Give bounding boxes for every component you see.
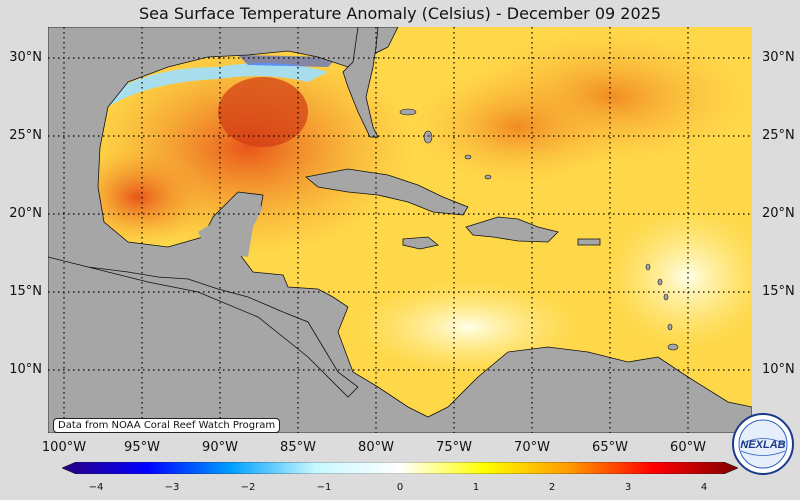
colorbar xyxy=(62,462,738,474)
lesser-antilles-island xyxy=(645,263,651,271)
lat-label-left: 15°N xyxy=(9,284,42,299)
lesser-antilles-island xyxy=(657,278,663,286)
lat-label-left: 25°N xyxy=(9,128,42,143)
lon-label: 70°W xyxy=(514,440,550,455)
lat-label-left: 10°N xyxy=(9,362,42,377)
map-title: Sea Surface Temperature Anomaly (Celsius… xyxy=(139,4,661,23)
lat-label-right: 30°N xyxy=(762,50,795,65)
colorbar-tick: 3 xyxy=(624,482,632,493)
andros-island xyxy=(423,130,433,144)
small-island xyxy=(484,174,492,180)
lon-label: 60°W xyxy=(670,440,706,455)
lon-label: 65°W xyxy=(592,440,628,455)
jamaica xyxy=(402,236,439,250)
lat-label-left: 20°N xyxy=(9,206,42,221)
lat-label-left: 30°N xyxy=(9,50,42,65)
bahamas-island xyxy=(399,108,417,116)
colorbar-tick: 4 xyxy=(700,482,708,493)
data-credit-label: Data from NOAA Coral Reef Watch Program xyxy=(53,418,281,433)
eastern-caribbean-neutral xyxy=(608,207,752,347)
lon-label: 95°W xyxy=(124,440,160,455)
caribbean-neutral-area xyxy=(358,282,578,372)
logo-text: NEXLAB xyxy=(740,439,785,451)
lat-label-right: 25°N xyxy=(762,128,795,143)
colorbar-tick: −3 xyxy=(164,482,180,493)
lesser-antilles-island xyxy=(667,323,673,331)
map-canvas xyxy=(48,27,752,433)
lon-label: 80°W xyxy=(358,440,394,455)
trinidad-island xyxy=(667,343,679,351)
lat-label-right: 10°N xyxy=(762,362,795,377)
lon-label: 75°W xyxy=(436,440,472,455)
bahamas-anomaly xyxy=(408,67,628,187)
lon-label: 100°W xyxy=(41,440,87,455)
colorbar-tick: −4 xyxy=(88,482,104,493)
lat-label-right: 15°N xyxy=(762,284,795,299)
puerto-rico xyxy=(577,238,601,246)
colorbar-tick: 1 xyxy=(472,482,480,493)
small-island xyxy=(464,154,472,160)
loop-current-anomaly xyxy=(218,77,308,147)
lesser-antilles-island xyxy=(663,293,669,301)
colorbar-tick: −1 xyxy=(316,482,332,493)
mainland-landmass xyxy=(48,27,752,433)
cuba xyxy=(305,168,469,216)
colorbar-tick: 0 xyxy=(396,482,404,493)
lon-label: 90°W xyxy=(202,440,238,455)
nexlab-logo[interactable]: NEXLAB xyxy=(732,413,794,475)
colorbar-gradient xyxy=(62,462,738,474)
colorbar-tick: −2 xyxy=(240,482,256,493)
lat-label-right: 20°N xyxy=(762,206,795,221)
sst-anomaly-map xyxy=(48,27,752,433)
hispaniola xyxy=(465,216,559,243)
northern-gulf-cool-band xyxy=(103,63,328,107)
lon-label: 85°W xyxy=(280,440,316,455)
yucatan-peninsula xyxy=(198,202,263,257)
colorbar-tick: 2 xyxy=(548,482,556,493)
